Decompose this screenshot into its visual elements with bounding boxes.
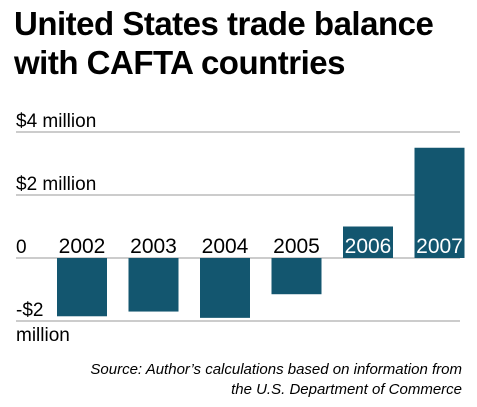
category-label-2006: 2006 — [345, 235, 392, 258]
category-label-2003: 2003 — [130, 235, 177, 258]
chart-title-line-2: with CAFTA countries — [14, 44, 346, 81]
category-label-2004: 2004 — [202, 235, 249, 258]
y-tick-label-1: $2 million — [16, 174, 96, 195]
bar-2003 — [128, 258, 179, 312]
category-labels: 2002 2003 2004 2005 2006 2007 — [59, 235, 463, 258]
y-tick-label-3: -$2 — [16, 300, 43, 321]
bars — [57, 147, 465, 318]
bar-chart: $4 million $2 million 0 -$2 million 2002 2003… — [16, 111, 465, 346]
chart-title-line-1: United States trade balance — [14, 5, 434, 42]
y-tick-labels: $4 million $2 million 0 -$2 million — [16, 111, 96, 346]
source-note-line-1: Source: Author’s calculations based on i… — [90, 361, 462, 378]
y-tick-label-2: 0 — [16, 237, 27, 258]
category-label-2005: 2005 — [273, 235, 320, 258]
bar-2002 — [57, 258, 107, 317]
category-label-2002: 2002 — [59, 235, 106, 258]
bar-2004 — [200, 258, 250, 318]
bar-2005 — [271, 258, 322, 295]
y-tick-label-0: $4 million — [16, 111, 96, 132]
y-tick-label-unit: million — [16, 325, 70, 346]
chart-title: United States trade balance with CAFTA c… — [14, 4, 469, 82]
category-label-2007: 2007 — [416, 235, 463, 258]
bar-2007 — [414, 147, 465, 258]
bar-2006 — [343, 226, 393, 258]
source-note-line-2: the U.S. Department of Commerce — [231, 381, 462, 398]
